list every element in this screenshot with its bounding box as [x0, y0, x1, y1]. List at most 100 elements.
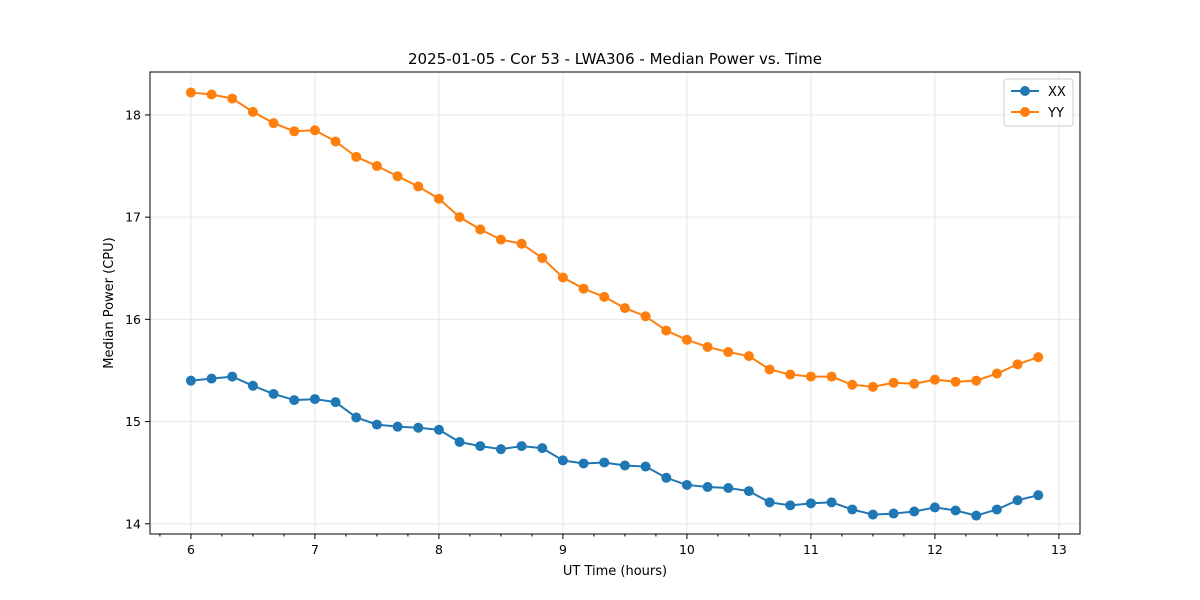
data-point-yy	[681, 334, 692, 345]
data-point-xx	[785, 500, 796, 511]
data-point-xx	[867, 509, 878, 520]
data-point-yy	[516, 238, 527, 249]
data-point-xx	[681, 479, 692, 490]
series-layer	[185, 87, 1044, 521]
data-point-yy	[991, 368, 1002, 379]
data-point-yy	[847, 379, 858, 390]
y-tick-label: 14	[125, 516, 141, 531]
data-point-yy	[433, 193, 444, 204]
data-point-yy	[1012, 359, 1023, 370]
data-point-yy	[413, 181, 424, 192]
series-yy	[185, 87, 1044, 392]
data-point-xx	[929, 502, 940, 513]
data-point-yy	[206, 89, 217, 100]
data-point-xx	[206, 373, 217, 384]
legend: XX YY	[1003, 78, 1074, 127]
data-point-xx	[309, 394, 320, 405]
x-tick-label: 8	[435, 542, 443, 557]
data-point-yy	[619, 303, 630, 314]
data-point-yy	[971, 375, 982, 386]
x-tick-label: 12	[927, 542, 943, 557]
data-point-yy	[826, 371, 837, 382]
data-point-xx	[764, 497, 775, 508]
data-point-xx	[1012, 495, 1023, 506]
y-tick-label: 16	[125, 312, 141, 327]
data-point-yy	[185, 87, 196, 98]
data-point-yy	[723, 347, 734, 358]
data-point-yy	[702, 341, 713, 352]
data-point-xx	[991, 504, 1002, 515]
data-point-yy	[640, 311, 651, 322]
data-point-xx	[351, 412, 362, 423]
data-point-xx	[371, 419, 382, 430]
data-point-xx	[557, 455, 568, 466]
y-tick-label: 15	[125, 414, 141, 429]
data-point-yy	[785, 369, 796, 380]
legend-label-yy: YY	[1047, 106, 1064, 121]
legend-marker-xx	[1020, 86, 1030, 96]
data-point-xx	[289, 395, 300, 406]
data-point-xx	[950, 505, 961, 516]
series-xx	[185, 371, 1044, 521]
data-point-xx	[640, 461, 651, 472]
data-point-yy	[888, 377, 899, 388]
data-point-yy	[309, 125, 320, 136]
data-point-xx	[661, 472, 672, 483]
x-tick-label: 9	[559, 542, 567, 557]
data-point-yy	[247, 106, 258, 117]
data-point-yy	[929, 374, 940, 385]
y-axis-label: Median Power (CPU)	[102, 237, 117, 368]
data-point-xx	[433, 424, 444, 435]
data-point-yy	[537, 253, 548, 264]
data-point-xx	[1033, 490, 1044, 501]
data-point-xx	[888, 508, 899, 519]
data-point-xx	[909, 506, 920, 517]
data-point-yy	[371, 161, 382, 172]
data-point-xx	[578, 458, 589, 469]
data-point-xx	[847, 504, 858, 515]
data-point-xx	[702, 481, 713, 492]
data-point-yy	[909, 378, 920, 389]
data-point-yy	[227, 93, 238, 104]
data-point-yy	[661, 325, 672, 336]
data-point-xx	[516, 441, 527, 452]
x-axis-label: UT Time (hours)	[563, 564, 667, 579]
data-point-yy	[578, 283, 589, 294]
data-point-yy	[454, 212, 465, 223]
legend-marker-yy	[1020, 107, 1030, 117]
data-point-xx	[454, 437, 465, 448]
data-point-yy	[1033, 352, 1044, 363]
data-point-xx	[247, 380, 258, 391]
data-point-xx	[619, 460, 630, 471]
data-point-yy	[867, 381, 878, 392]
data-point-yy	[330, 136, 341, 147]
data-point-xx	[826, 497, 837, 508]
data-point-yy	[351, 151, 362, 162]
data-point-xx	[805, 498, 816, 509]
data-point-yy	[475, 224, 486, 235]
data-point-xx	[268, 388, 279, 399]
grid	[150, 72, 1080, 534]
data-point-xx	[413, 422, 424, 433]
y-tick-label: 17	[125, 210, 141, 225]
data-point-yy	[743, 351, 754, 362]
ticks: 6 7 8 9 10 11 12 13 14 15 16 17 18	[125, 107, 1067, 557]
data-point-yy	[805, 371, 816, 382]
data-point-xx	[392, 421, 403, 432]
data-point-yy	[268, 118, 279, 129]
data-point-xx	[537, 443, 548, 454]
data-point-yy	[764, 364, 775, 375]
data-point-yy	[557, 272, 568, 283]
x-tick-label: 10	[679, 542, 695, 557]
data-point-xx	[743, 486, 754, 497]
data-point-xx	[599, 457, 610, 468]
data-point-yy	[599, 291, 610, 302]
data-point-xx	[723, 483, 734, 494]
x-tick-label: 6	[187, 542, 195, 557]
data-point-yy	[289, 126, 300, 137]
data-point-yy	[495, 234, 506, 245]
legend-label-xx: XX	[1048, 85, 1066, 100]
x-tick-label: 7	[311, 542, 319, 557]
data-point-xx	[495, 444, 506, 455]
